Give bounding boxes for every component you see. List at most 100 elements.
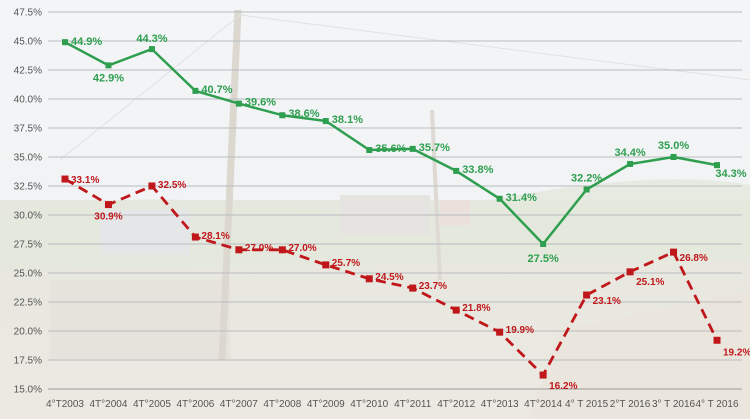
y-tick-label: 15.0% [14,385,42,396]
x-tick-label: 2°T 2016 [610,399,651,410]
data-point [626,268,634,276]
data-label: 30.9% [94,212,122,223]
data-label: 32.5% [158,180,186,191]
series-line [64,177,719,377]
data-point [105,62,112,69]
data-point [62,39,68,46]
data-label: 25.7% [332,258,360,269]
series-line [64,41,718,246]
data-point [583,291,591,299]
data-point [496,195,503,202]
x-tick-label: 4T°2005 [133,399,171,410]
data-label: 44.3% [136,33,167,45]
data-label: 25.1% [636,277,664,288]
x-tick-label: 4T°2008 [263,399,301,410]
x-tick-label: 3° T 2016 [652,399,696,410]
x-tick-label: 4T°2007 [220,399,258,410]
data-point [148,46,155,53]
data-label: 19.9% [506,325,534,336]
y-tick-label: 17.5% [14,356,42,367]
data-label: 33.8% [462,164,493,176]
y-tick-label: 40.0% [14,95,42,106]
x-tick-label: 4T°2004 [90,399,128,410]
x-tick-label: 4T°2009 [307,399,345,410]
data-label: 28.1% [201,231,229,242]
data-label: 38.1% [332,114,363,126]
x-tick-label: 4T°2012 [437,399,475,410]
data-point [235,100,242,107]
data-label: 42.9% [93,72,124,84]
data-point [278,246,286,254]
y-tick-label: 20.0% [14,327,42,338]
y-tick-label: 32.5% [14,182,42,193]
data-label: 24.5% [375,272,403,283]
y-tick-label: 25.0% [14,269,42,280]
data-point [322,261,330,269]
data-label: 21.8% [462,303,490,314]
data-point [539,371,547,379]
data-point [452,306,460,314]
y-axis: 15.0% 17.5% 20.0% 22.5% 25.0% 27.5% 30.0% 32.5%… [14,8,42,396]
x-tick-label: 4T°2010 [350,399,388,410]
data-label: 26.8% [680,253,708,264]
x-tick-label: 4T°2006 [176,399,214,410]
x-tick-label: 4T°2014 [524,399,562,410]
data-point [583,186,590,193]
grid-lines [48,11,742,390]
data-label: 19.2% [723,347,750,358]
series-1: 33.1% 30.9% 32.5% 28.1% 27.0% 27.0% 25.7% 24.5%… [61,175,750,392]
data-point [191,233,199,241]
data-point [627,160,634,167]
data-point [235,246,243,254]
data-label: 16.2% [549,381,577,392]
data-label: 34.4% [614,147,645,159]
data-point [496,328,504,336]
series-layer: 44.9% 42.9% 44.3% 40.7% 39.6% 38.6% 38.1% 35.6%… [61,33,750,392]
data-label: 33.1% [71,175,99,186]
data-label: 23.7% [419,281,447,292]
x-axis: 4°T2003 4T°2004 4T°2005 4T°2006 4T°2007 4T°20… [46,388,742,410]
data-point [453,167,460,174]
x-tick-label: 4° T 2016 [695,399,739,410]
y-tick-label: 42.5% [14,66,42,77]
data-label: 35.6% [375,143,406,155]
y-tick-label: 27.5% [14,240,42,251]
data-label: 38.6% [288,108,319,120]
data-label: 27.0% [288,243,316,254]
data-point [322,118,329,125]
data-point [61,175,69,183]
data-point [409,145,416,152]
x-tick-label: 4°T2003 [46,399,84,410]
data-label: 35.0% [658,140,689,152]
data-point [670,154,677,160]
y-tick-label: 30.0% [14,211,42,222]
data-label: 27.5% [528,253,559,265]
data-point [409,284,417,292]
series-0: 44.9% 42.9% 44.3% 40.7% 39.6% 38.6% 38.1% 35.6%… [62,33,747,265]
y-tick-label: 22.5% [14,298,42,309]
data-label: 40.7% [201,84,232,96]
data-label: 35.7% [419,142,450,154]
data-point [366,147,373,154]
data-point [365,275,373,283]
data-point [192,87,199,94]
data-point [540,241,547,247]
data-point [713,336,721,344]
data-label: 23.1% [593,296,621,307]
data-label: 44.9% [71,36,102,48]
data-label: 32.2% [571,172,602,184]
data-label: 27.0% [245,243,273,254]
data-label: 34.3% [715,168,746,180]
data-point [104,201,112,209]
data-point [714,162,720,169]
x-tick-label: 4T°2011 [394,399,432,410]
data-label: 31.4% [506,192,537,204]
y-tick-label: 37.5% [14,124,42,135]
x-tick-label: 4° T 2015 [565,399,609,410]
x-tick-label: 4T°2013 [481,399,519,410]
data-point [670,248,678,256]
y-tick-label: 47.5% [14,8,42,19]
data-point [148,182,156,190]
